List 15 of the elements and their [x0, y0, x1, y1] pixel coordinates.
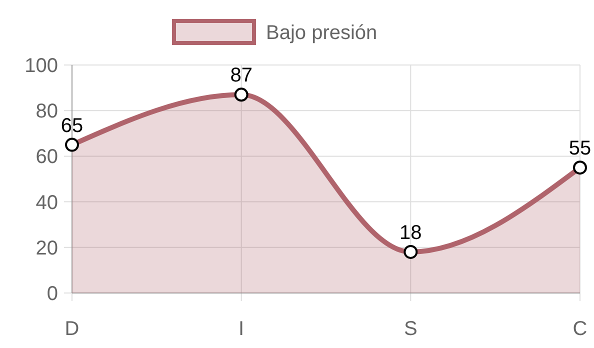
data-label: 65: [60, 114, 84, 137]
x-tick-label: S: [404, 318, 418, 340]
y-tick-label: 40: [36, 192, 58, 214]
data-label: 18: [400, 222, 422, 244]
y-tick-label: 80: [36, 100, 58, 123]
data-label: 87: [230, 64, 252, 87]
y-tick-label: 20: [36, 237, 58, 260]
data-label: 55: [568, 138, 592, 160]
x-tick-label: C: [572, 318, 588, 340]
x-tick-label: D: [64, 318, 80, 340]
x-tick-label: I: [238, 318, 244, 340]
legend-label: Bajo presión: [266, 22, 378, 44]
y-tick-label: 60: [36, 146, 58, 168]
y-tick-label: 0: [46, 283, 58, 305]
y-tick-label: 100: [24, 55, 58, 77]
